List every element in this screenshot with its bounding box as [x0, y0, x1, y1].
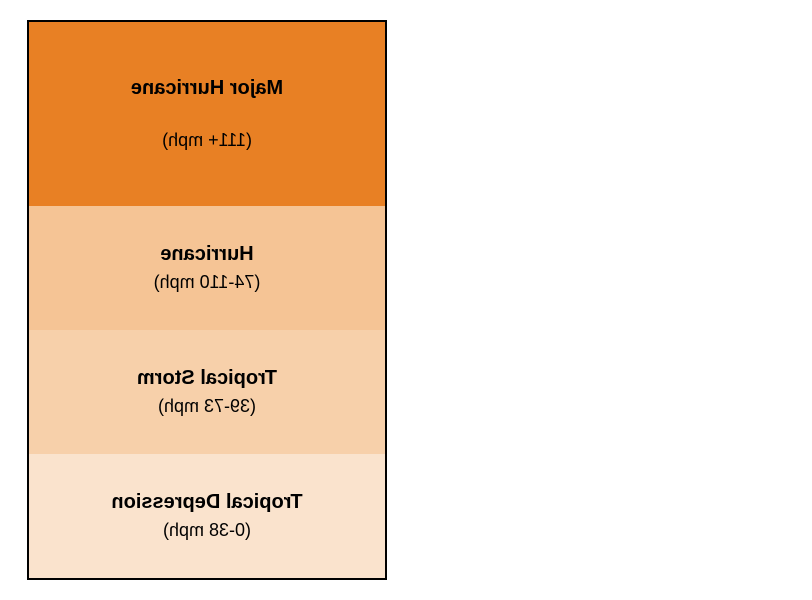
band-tropical_storm: Tropical Storm (39-73 mph)	[29, 330, 385, 454]
band-title: Major Hurricane	[131, 77, 283, 100]
band-hurricane: Hurricane (74-110 mph)	[29, 206, 385, 330]
band-title: Tropical Storm	[137, 367, 277, 390]
band-range: (74-110 mph)	[154, 272, 261, 293]
band-title: Tropical Depression	[111, 491, 302, 514]
band-range: (0-38 mph)	[163, 520, 251, 541]
band-title: Hurricane	[160, 243, 253, 266]
band-range: (111+ mph)	[162, 130, 252, 151]
band-range: (39-73 mph)	[158, 396, 256, 417]
diagram-canvas: Major Hurricane (111+ mph) Hurricane (74-11…	[0, 0, 812, 600]
category-stack: Major Hurricane (111+ mph) Hurricane (74-11…	[27, 20, 387, 580]
band-major_hurricane: Major Hurricane (111+ mph)	[29, 22, 385, 206]
band-tropical_depression: Tropical Depression (0-38 mph)	[29, 454, 385, 578]
